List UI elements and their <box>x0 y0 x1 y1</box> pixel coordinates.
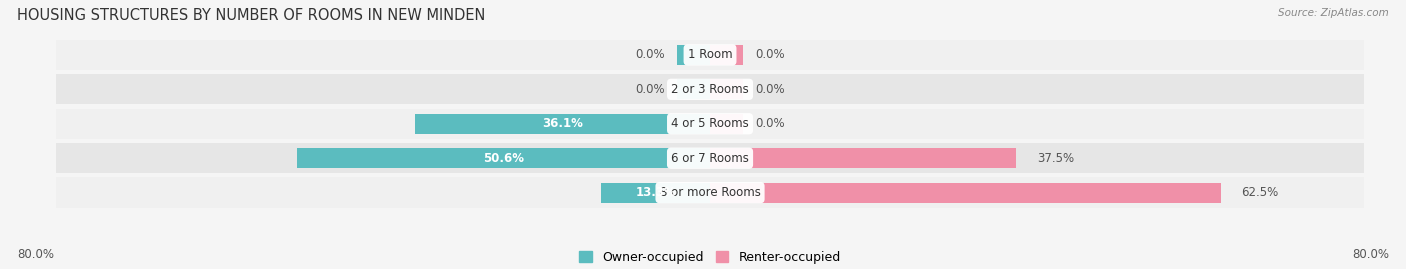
Bar <box>56 109 1364 139</box>
Text: 0.0%: 0.0% <box>755 117 785 130</box>
Bar <box>710 183 1220 203</box>
Bar <box>710 79 742 99</box>
Bar <box>56 178 1364 208</box>
Bar <box>297 148 710 168</box>
Text: 6 or 7 Rooms: 6 or 7 Rooms <box>671 152 749 165</box>
Text: 62.5%: 62.5% <box>1241 186 1278 199</box>
Bar <box>710 45 742 65</box>
Text: 1 Room: 1 Room <box>688 48 733 61</box>
Text: 0.0%: 0.0% <box>636 48 665 61</box>
Text: 50.6%: 50.6% <box>482 152 524 165</box>
Text: 8 or more Rooms: 8 or more Rooms <box>659 186 761 199</box>
Text: 0.0%: 0.0% <box>636 83 665 96</box>
Bar <box>56 143 1364 173</box>
Bar <box>56 74 1364 104</box>
Text: Source: ZipAtlas.com: Source: ZipAtlas.com <box>1278 8 1389 18</box>
Bar <box>678 79 710 99</box>
Text: 0.0%: 0.0% <box>755 83 785 96</box>
Bar <box>415 114 710 134</box>
Text: 0.0%: 0.0% <box>755 48 785 61</box>
Text: 13.3%: 13.3% <box>636 186 676 199</box>
Text: 36.1%: 36.1% <box>543 117 583 130</box>
Bar <box>678 45 710 65</box>
Text: 2 or 3 Rooms: 2 or 3 Rooms <box>671 83 749 96</box>
Text: 80.0%: 80.0% <box>17 248 53 261</box>
Bar <box>56 40 1364 70</box>
Text: HOUSING STRUCTURES BY NUMBER OF ROOMS IN NEW MINDEN: HOUSING STRUCTURES BY NUMBER OF ROOMS IN… <box>17 8 485 23</box>
Bar <box>710 148 1017 168</box>
Text: 4 or 5 Rooms: 4 or 5 Rooms <box>671 117 749 130</box>
Bar <box>602 183 710 203</box>
Text: 37.5%: 37.5% <box>1038 152 1074 165</box>
Bar <box>710 114 742 134</box>
Text: 80.0%: 80.0% <box>1353 248 1389 261</box>
Legend: Owner-occupied, Renter-occupied: Owner-occupied, Renter-occupied <box>575 246 845 269</box>
